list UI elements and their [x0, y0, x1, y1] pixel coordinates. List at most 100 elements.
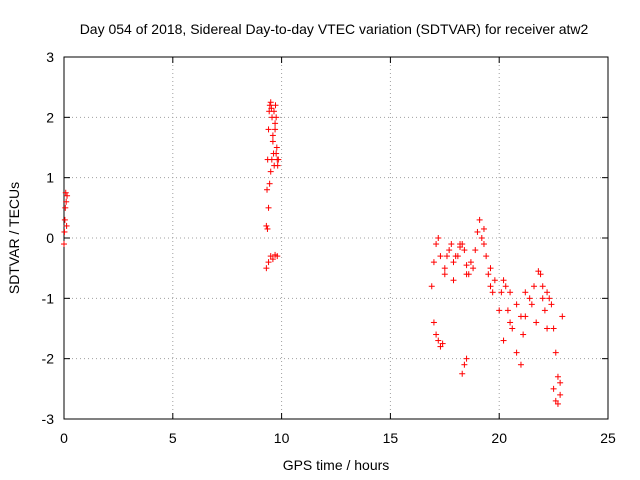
data-point [526, 295, 533, 302]
data-point [273, 150, 280, 157]
data-point [264, 186, 271, 193]
data-point [64, 192, 71, 199]
data-points [61, 99, 566, 407]
data-point [446, 247, 453, 254]
data-point [502, 283, 509, 290]
data-point [437, 253, 444, 260]
data-point [63, 198, 70, 205]
data-point [266, 102, 273, 109]
data-point [520, 331, 527, 338]
data-point [274, 162, 281, 169]
x-tick-labels: 0 5 10 15 20 25 [60, 430, 616, 446]
data-point [550, 325, 557, 332]
data-point [272, 120, 279, 127]
data-point [61, 228, 68, 235]
data-point [550, 385, 557, 392]
x-tick-label: 0 [60, 430, 68, 446]
data-point [537, 271, 544, 278]
data-point [557, 391, 564, 398]
data-point [267, 99, 274, 106]
data-point [496, 307, 503, 314]
y-tick-label: 2 [46, 109, 54, 125]
x-tick-label: 15 [383, 430, 399, 446]
data-point [452, 253, 459, 260]
x-tick-label: 10 [274, 430, 290, 446]
x-tick-label: 20 [491, 430, 507, 446]
data-point [62, 189, 69, 196]
data-point [552, 349, 559, 356]
data-point [559, 313, 566, 320]
data-point [265, 126, 272, 133]
data-point [274, 253, 281, 260]
data-point [528, 301, 535, 308]
data-point [269, 256, 276, 263]
data-point [507, 289, 514, 296]
data-point [552, 397, 559, 404]
x-tick-label: 25 [600, 430, 616, 446]
data-point [465, 271, 472, 278]
axis-ticks [63, 56, 609, 420]
data-point [437, 343, 444, 350]
data-point [474, 228, 481, 235]
data-point [485, 271, 492, 278]
data-point [62, 204, 69, 211]
y-tick-labels: -3 -2 -1 0 1 2 3 [42, 49, 55, 427]
data-point [480, 241, 487, 248]
data-point [450, 259, 457, 266]
data-point [500, 337, 507, 344]
data-point [441, 265, 448, 272]
data-point [450, 277, 457, 284]
data-point [554, 400, 561, 407]
data-point [63, 222, 70, 229]
data-point [273, 114, 280, 121]
data-point [504, 307, 511, 314]
data-point [522, 289, 529, 296]
data-point [535, 268, 542, 275]
y-tick-label: -2 [42, 351, 55, 367]
data-point [491, 277, 498, 284]
data-point [273, 144, 280, 151]
data-point [441, 271, 448, 278]
y-tick-label: -1 [42, 290, 55, 306]
data-point [263, 222, 270, 229]
data-point [500, 277, 507, 284]
data-point [268, 105, 275, 112]
data-point [268, 156, 275, 163]
data-point [61, 216, 68, 223]
x-axis-label: GPS time / hours [283, 457, 390, 473]
data-point [487, 283, 494, 290]
data-point [489, 289, 496, 296]
data-point [461, 361, 468, 368]
data-point [517, 313, 524, 320]
data-point [498, 289, 505, 296]
data-point [430, 259, 437, 266]
data-point [439, 340, 446, 347]
y-tick-label: 3 [46, 49, 54, 65]
data-point [533, 319, 540, 326]
data-point [539, 295, 546, 302]
data-point [266, 180, 273, 187]
data-point [265, 204, 272, 211]
data-point [267, 168, 274, 175]
data-point [480, 225, 487, 232]
data-point [265, 259, 272, 266]
data-point [61, 241, 67, 248]
data-point [472, 247, 479, 254]
data-point [478, 235, 485, 241]
y-tick-label: -3 [42, 411, 55, 427]
data-point [507, 319, 514, 326]
data-point [264, 225, 271, 232]
data-point [531, 283, 538, 290]
data-point [463, 355, 470, 362]
y-tick-label: 1 [46, 170, 54, 186]
data-point [539, 283, 546, 290]
data-point [546, 295, 553, 302]
data-point [275, 156, 282, 163]
data-point [470, 265, 477, 272]
data-point [435, 337, 442, 344]
data-point [433, 331, 440, 338]
data-point [544, 325, 551, 332]
data-point [272, 102, 279, 109]
data-point [463, 262, 470, 269]
